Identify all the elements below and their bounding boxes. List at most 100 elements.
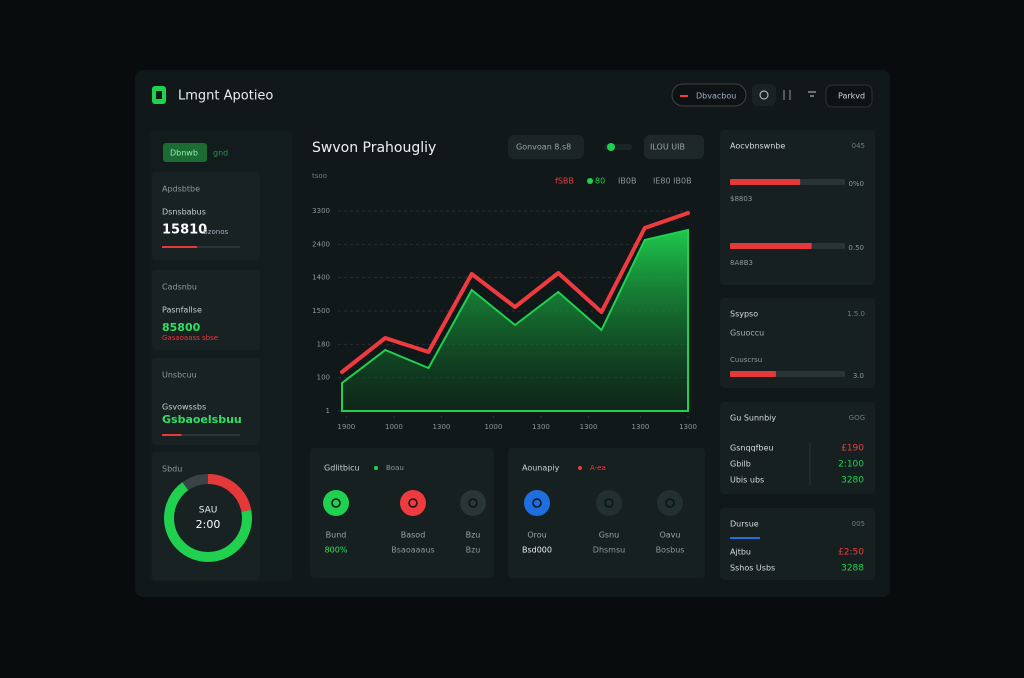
item-icon-inner [408,498,418,508]
card-badge: 1.5.0 [847,310,865,318]
row-value: 0%0 [848,180,864,188]
item-icon[interactable] [460,490,486,516]
card-badge: Boau [386,464,404,472]
x-tick-label: 1300 [580,423,598,431]
item-value: Bzu [466,546,481,555]
search-text: Dbvacbou [696,92,736,101]
progress-bar [730,243,812,249]
legend-label: IE80 IB0B [653,177,692,186]
row-label: Sshos Usbs [730,564,775,573]
progress-track [162,246,240,248]
tab: Dbnwb [170,149,198,158]
donut-segment [164,474,252,562]
item-icon[interactable] [524,490,550,516]
card-dot [578,466,582,470]
card-badge: 005 [852,520,865,528]
row-value: 3288 [841,564,864,574]
icon [759,90,769,100]
card-title: Aounapiy [522,464,560,473]
stat-card [310,448,494,578]
range-label: ILOU UIB [650,143,685,152]
item-value: Bsaoaaaus [391,546,434,555]
row-value: 0.50 [848,244,864,252]
y-tick-label: 1400 [312,274,330,282]
row-value: 3280 [841,476,864,486]
area [341,228,689,412]
card-title: Sbdu [162,465,182,474]
x-tick-label: 1300 [632,423,650,431]
line [340,211,690,374]
y-tick-label: 3300 [312,207,330,215]
header-button[interactable] [825,84,873,108]
donut-segment [164,474,252,562]
card-note: Gasaoaass sbse [162,334,218,342]
card-label: Dsnsbabus [162,208,206,217]
y-tick-label: 1 [326,407,330,415]
progress-bar [730,179,801,185]
toggle-knob [607,143,615,151]
item-value: 800% [325,546,348,555]
y-tick-label: 1500 [312,307,330,315]
card-label: Pasnfallse [162,306,202,315]
range-pill[interactable] [644,135,704,159]
card-value: 85800 [162,321,201,334]
card-badge: GOG [849,414,865,422]
item-label: Gsnu [599,531,620,540]
header-button-label: Parkvd [838,92,865,101]
progress-track [162,434,240,436]
legend-label: fSBB [555,177,574,186]
row-label: Gbilb [730,460,751,469]
card-title: Gdlitbicu [324,464,360,473]
card-subtitle: Gsuoccu [730,329,764,338]
item-icon[interactable] [400,490,426,516]
card-value: Gsbaoelsbuu [162,413,242,426]
row-value: 2:100 [838,460,864,470]
item-label: Bzu [466,531,481,540]
side-card [720,298,875,388]
card-title: Aocvbnswnbe [730,142,785,151]
legend-label: 80 [595,177,605,186]
item-value: Bsd000 [522,546,552,555]
x-tick-label: 1000 [385,423,403,431]
row-label: $8803 [730,195,752,203]
card-title: Apdsbtbe [162,185,200,194]
side-card [720,402,875,494]
y-tick-label: 180 [317,340,330,348]
item-label: Basod [401,531,426,540]
row-label: 8A8B3 [730,259,753,267]
icon-button[interactable] [752,84,776,106]
progress-bar [162,246,198,248]
card-title: Dursue [730,520,759,529]
legend-swatch [587,178,593,184]
legend-label: IB0B [618,177,636,186]
filter-pill[interactable] [508,135,584,159]
sidebar-card [152,358,260,445]
search-box[interactable] [671,83,747,107]
sidebar-card [152,270,260,350]
item-icon[interactable] [657,490,683,516]
row-value: £2:50 [838,548,864,558]
donut-value: 2:00 [196,518,221,531]
item-icon[interactable] [323,490,349,516]
x-tick-label: 1300 [532,423,550,431]
x-tick-label: 1300 [679,423,697,431]
app-name: Lmgnt Apotieo [178,89,273,104]
x-tick-label: 1300 [433,423,451,431]
row-label: Gsnqqfbeu [730,444,773,453]
item-icon-inner [468,498,478,508]
item-icon-inner [665,498,675,508]
row-value: £190 [841,444,864,454]
item-label: Orou [527,531,546,540]
tab: gnd [213,149,228,158]
card-title: Unsbcuu [162,371,197,380]
item-icon-inner [604,498,614,508]
item-label: Oavu [659,531,680,540]
logo-inner [156,91,162,99]
filter-label: Gonvoan 8.s8 [516,143,571,152]
tab-active[interactable] [163,143,207,162]
chart-title: Swvon Prahougliy [312,140,436,156]
card-badge: A-ea [590,464,606,472]
item-icon[interactable] [596,490,622,516]
y-tick-label: 2400 [312,240,330,248]
